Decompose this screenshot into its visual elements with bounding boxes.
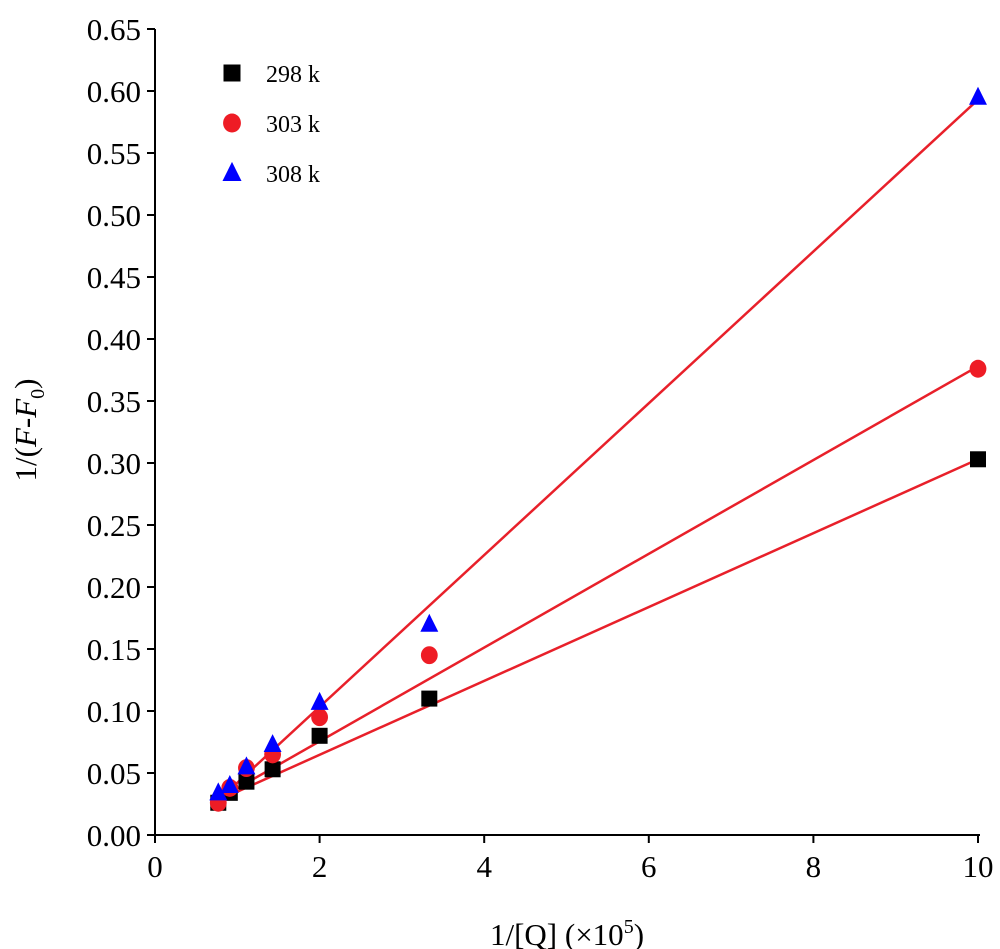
y-axis-title-dash: - [8, 418, 43, 428]
y-axis-title-sub: 0 [27, 389, 49, 399]
x-tick-label: 6 [641, 849, 657, 884]
y-axis-title-prefix: 1/( [8, 447, 43, 481]
data-point-triangle [263, 734, 282, 753]
y-tick-label: 0.35 [87, 384, 141, 419]
data-points [209, 86, 987, 812]
y-tick-label: 0.65 [87, 12, 141, 47]
x-tick-label: 0 [147, 849, 163, 884]
fit-line [217, 365, 979, 801]
x-tick-label: 8 [806, 849, 822, 884]
y-tick-label: 0.50 [87, 198, 141, 233]
data-point-square [970, 451, 986, 468]
data-point-triangle [220, 774, 239, 793]
y-axis-title-f: F [8, 427, 43, 448]
data-point-triangle [420, 613, 439, 632]
y-tick-label: 0.45 [87, 260, 141, 295]
data-point-circle [420, 646, 438, 665]
y-axis-title-f0: F [8, 398, 43, 419]
data-point-triangle [310, 691, 329, 710]
y-tick-label: 0.05 [87, 756, 141, 791]
data-point-square [238, 773, 255, 790]
data-point-square [421, 690, 438, 707]
legend-marker-circle [223, 113, 241, 133]
x-tick-label: 2 [312, 849, 328, 884]
fit-line [217, 98, 979, 802]
x-axis-title-close: ) [634, 917, 644, 949]
y-tick-label: 0.10 [87, 694, 141, 729]
data-point-square [264, 761, 281, 778]
x-tick-label: 4 [476, 849, 492, 884]
legend: 298 k 303 k 308 k [222, 62, 320, 188]
data-point-circle [969, 359, 987, 378]
x-axis-title-main: 1/[Q] (×10 [490, 917, 624, 949]
y-tick-label: 0.55 [87, 136, 141, 171]
legend-marker-square [223, 64, 241, 82]
legend-label: 303 k [266, 112, 320, 138]
data-point-circle [311, 708, 328, 727]
y-tick-label: 0.15 [87, 632, 141, 667]
data-point-square [311, 727, 328, 744]
legend-marker-triangle [222, 161, 242, 182]
data-point-triangle [237, 756, 256, 775]
y-tick-label: 0.00 [87, 818, 141, 853]
data-point-triangle [209, 782, 228, 801]
x-axis-title-sup: 5 [624, 916, 634, 938]
fit-lines [217, 98, 979, 802]
fit-line [217, 458, 979, 802]
y-axis-title-close: ) [8, 379, 43, 389]
data-point-triangle [969, 86, 987, 105]
y-tick-label: 0.30 [87, 446, 141, 481]
axes [154, 29, 980, 836]
y-tick-label: 0.20 [87, 570, 141, 605]
legend-label: 298 k [266, 62, 320, 88]
y-tick-label: 0.40 [87, 322, 141, 357]
legend-label: 308 k [266, 162, 320, 188]
y-tick-label: 0.60 [87, 74, 141, 109]
y-tick-label: 0.25 [87, 508, 141, 543]
x-tick-label: 10 [963, 849, 994, 884]
y-axis-title: 1/(F-F0) [8, 379, 49, 482]
x-ticks: 0 2 4 6 8 10 [147, 835, 994, 884]
y-ticks: 0.00 0.05 0.10 0.15 0.20 0.25 0.30 0.35 0.40 0.45… [87, 12, 155, 853]
x-axis-title: 1/[Q] (×105) [490, 916, 644, 949]
